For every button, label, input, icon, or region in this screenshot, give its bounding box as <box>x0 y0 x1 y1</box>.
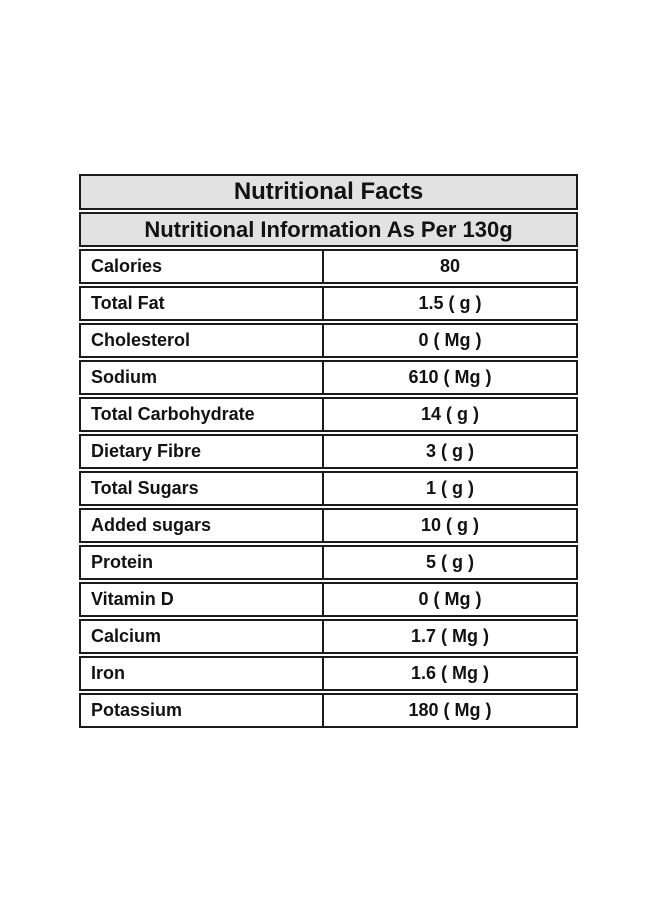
table-row: Sodium 610 ( Mg ) <box>79 360 578 395</box>
nutrient-value: 3 ( g ) <box>322 436 576 467</box>
nutrition-facts-table: Nutritional Facts Nutritional Informatio… <box>79 174 578 730</box>
table-subtitle-text: Nutritional Information As Per 130g <box>144 216 513 242</box>
nutrient-value: 180 ( Mg ) <box>322 695 576 726</box>
nutrient-value: 5 ( g ) <box>322 547 576 578</box>
nutrient-label: Total Fat <box>91 293 165 313</box>
table-row: Calcium 1.7 ( Mg ) <box>79 619 578 654</box>
table-title: Nutritional Facts <box>79 174 578 210</box>
nutrient-label: Total Carbohydrate <box>91 404 255 424</box>
table-title-text: Nutritional Facts <box>233 178 424 205</box>
table-row: Protein 5 ( g ) <box>79 545 578 580</box>
nutrient-value: 14 ( g ) <box>322 399 576 430</box>
nutrient-value: 1.6 ( Mg ) <box>322 658 576 689</box>
table-row: Total Fat 1.5 ( g ) <box>79 286 578 321</box>
nutrient-value: 1.7 ( Mg ) <box>322 621 576 652</box>
table-row: Vitamin D 0 ( Mg ) <box>79 582 578 617</box>
nutrient-value: 610 ( Mg ) <box>322 362 576 393</box>
nutrient-label: Calories <box>91 256 163 276</box>
table-row: Calories 80 <box>79 249 578 284</box>
nutrient-value: 80 <box>322 251 576 282</box>
nutrient-label: Potassium <box>91 700 183 720</box>
table-row: Potassium 180 ( Mg ) <box>79 693 578 728</box>
nutrient-value: 1 ( g ) <box>322 473 576 504</box>
nutrient-label: Dietary Fibre <box>91 441 202 461</box>
nutrient-label: Sodium <box>91 367 157 387</box>
nutrient-value: 0 ( Mg ) <box>322 325 576 356</box>
table-subtitle: Nutritional Information As Per 130g <box>79 212 578 247</box>
nutrient-label: Vitamin D <box>91 589 174 609</box>
table-rows: Calories 80 Total Fat 1.5 ( g ) Cholesterol 0… <box>79 249 578 728</box>
table-row: Iron 1.6 ( Mg ) <box>79 656 578 691</box>
table-row: Dietary Fibre 3 ( g ) <box>79 434 578 469</box>
nutrient-value: 0 ( Mg ) <box>322 584 576 615</box>
nutrient-label: Iron <box>91 663 125 683</box>
nutrient-label: Protein <box>91 552 154 572</box>
nutrient-label: Added sugars <box>91 515 212 535</box>
nutrient-value: 1.5 ( g ) <box>322 288 576 319</box>
table-row: Total Sugars 1 ( g ) <box>79 471 578 506</box>
nutrient-label: Total Sugars <box>91 478 199 498</box>
nutrient-label: Cholesterol <box>91 330 191 350</box>
table-row: Total Carbohydrate 14 ( g ) <box>79 397 578 432</box>
nutrient-label: Calcium <box>91 626 162 646</box>
table-row: Cholesterol 0 ( Mg ) <box>79 323 578 358</box>
nutrient-value: 10 ( g ) <box>322 510 576 541</box>
table-row: Added sugars 10 ( g ) <box>79 508 578 543</box>
